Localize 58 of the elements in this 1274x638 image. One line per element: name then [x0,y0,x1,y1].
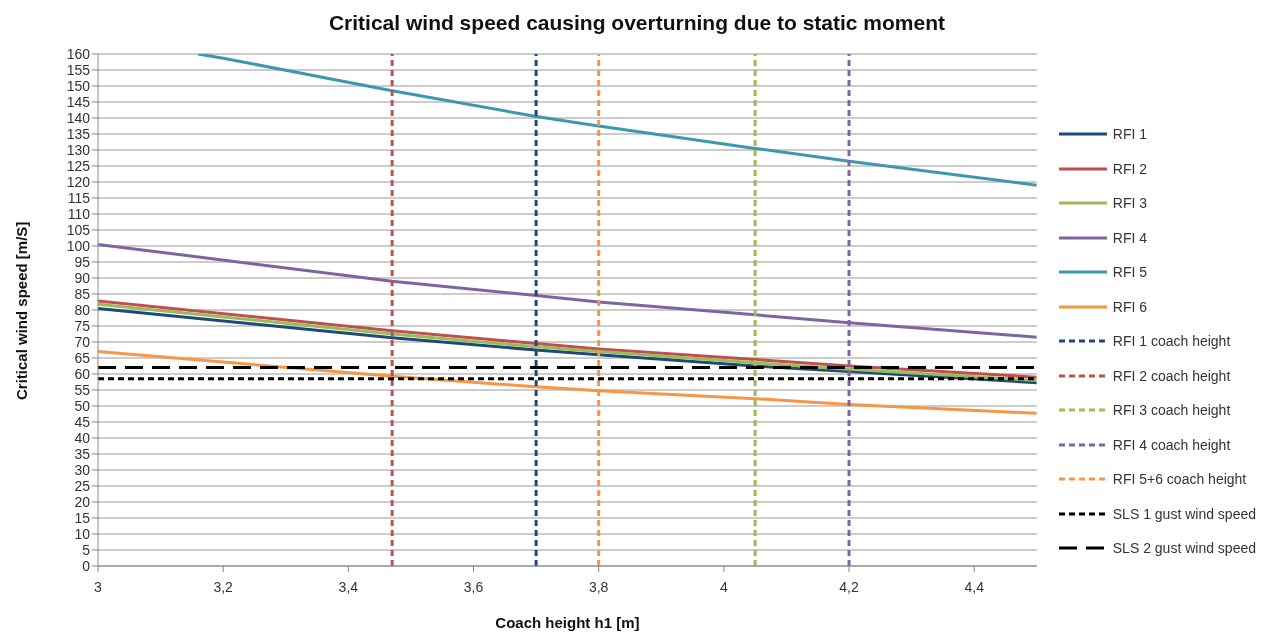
y-tick-label: 120 [66,173,91,190]
y-tick-label: 150 [66,77,91,94]
legend-label: RFI 1 [1112,126,1148,142]
y-tick-label: 55 [74,381,91,398]
y-tick-label: 5 [82,541,91,558]
x-tick-label: 4,4 [964,578,985,595]
y-tick-label: 15 [74,509,91,526]
y-tick-label: 40 [74,429,91,446]
y-tick-label: 105 [66,221,91,238]
legend-label: RFI 2 coach height [1112,367,1231,384]
y-tick-label: 110 [67,205,91,222]
y-tick-label: 45 [74,413,91,430]
legend-label: RFI 4 coach height [1112,436,1231,453]
y-tick-label: 65 [74,349,91,366]
x-tick-label: 4,2 [839,578,859,595]
y-tick-label: 85 [74,285,91,302]
y-tick-label: 10 [74,525,91,542]
y-tick-label: 25 [74,477,91,494]
y-tick-label: 125 [66,157,91,174]
x-tick-label: 3,6 [463,578,484,595]
x-tick-label: 4 [719,578,728,595]
legend-label: RFI 6 [1112,298,1148,315]
y-tick-label: 80 [74,301,91,318]
y-tick-label: 30 [74,461,91,478]
y-tick-label: 135 [66,125,91,142]
y-tick-label: 20 [74,493,91,510]
chart-title: Critical wind speed causing overturning due to static moment [327,10,947,36]
x-tick-label: 3,4 [338,578,359,595]
y-tick-label: 75 [74,317,91,334]
x-axis-title: Coach height h1 [m] [495,614,640,631]
y-tick-label: 115 [67,189,91,206]
y-tick-label: 60 [74,365,91,382]
legend-label: RFI 4 [1112,229,1148,246]
y-axis-title: Critical wind speed [m/S] [13,221,31,400]
y-tick-label: 35 [74,445,91,462]
y-tick-label: 155 [66,61,91,78]
y-tick-label: 100 [66,237,91,254]
y-tick-label: 130 [66,141,91,158]
x-tick-label: 3,8 [588,578,609,595]
legend-label: RFI 1 coach height [1112,333,1231,349]
legend-label: SLS 2 gust wind speed [1112,540,1256,556]
line-series [196,54,1037,187]
x-tick-label: 3,2 [213,578,234,595]
y-tick-label: 140 [66,109,91,126]
legend-label: RFI 3 coach height [1112,402,1231,418]
legend-label: SLS 1 gust wind speed [1112,505,1256,522]
y-tick-label: 90 [74,269,91,286]
legend-label: RFI 5+6 coach height [1112,471,1247,487]
y-tick-label: 95 [74,253,91,270]
y-tick-label: 145 [66,93,91,110]
legend-label: RFI 2 [1112,160,1148,177]
legend-label: RFI 5 [1112,264,1148,280]
legend-label: RFI 3 [1112,195,1148,211]
x-tick-label: 3 [94,578,103,595]
y-tick-label: 160 [66,45,91,62]
y-tick-label: 0 [82,557,91,574]
y-tick-label: 50 [74,397,91,414]
y-tick-label: 70 [74,333,91,350]
